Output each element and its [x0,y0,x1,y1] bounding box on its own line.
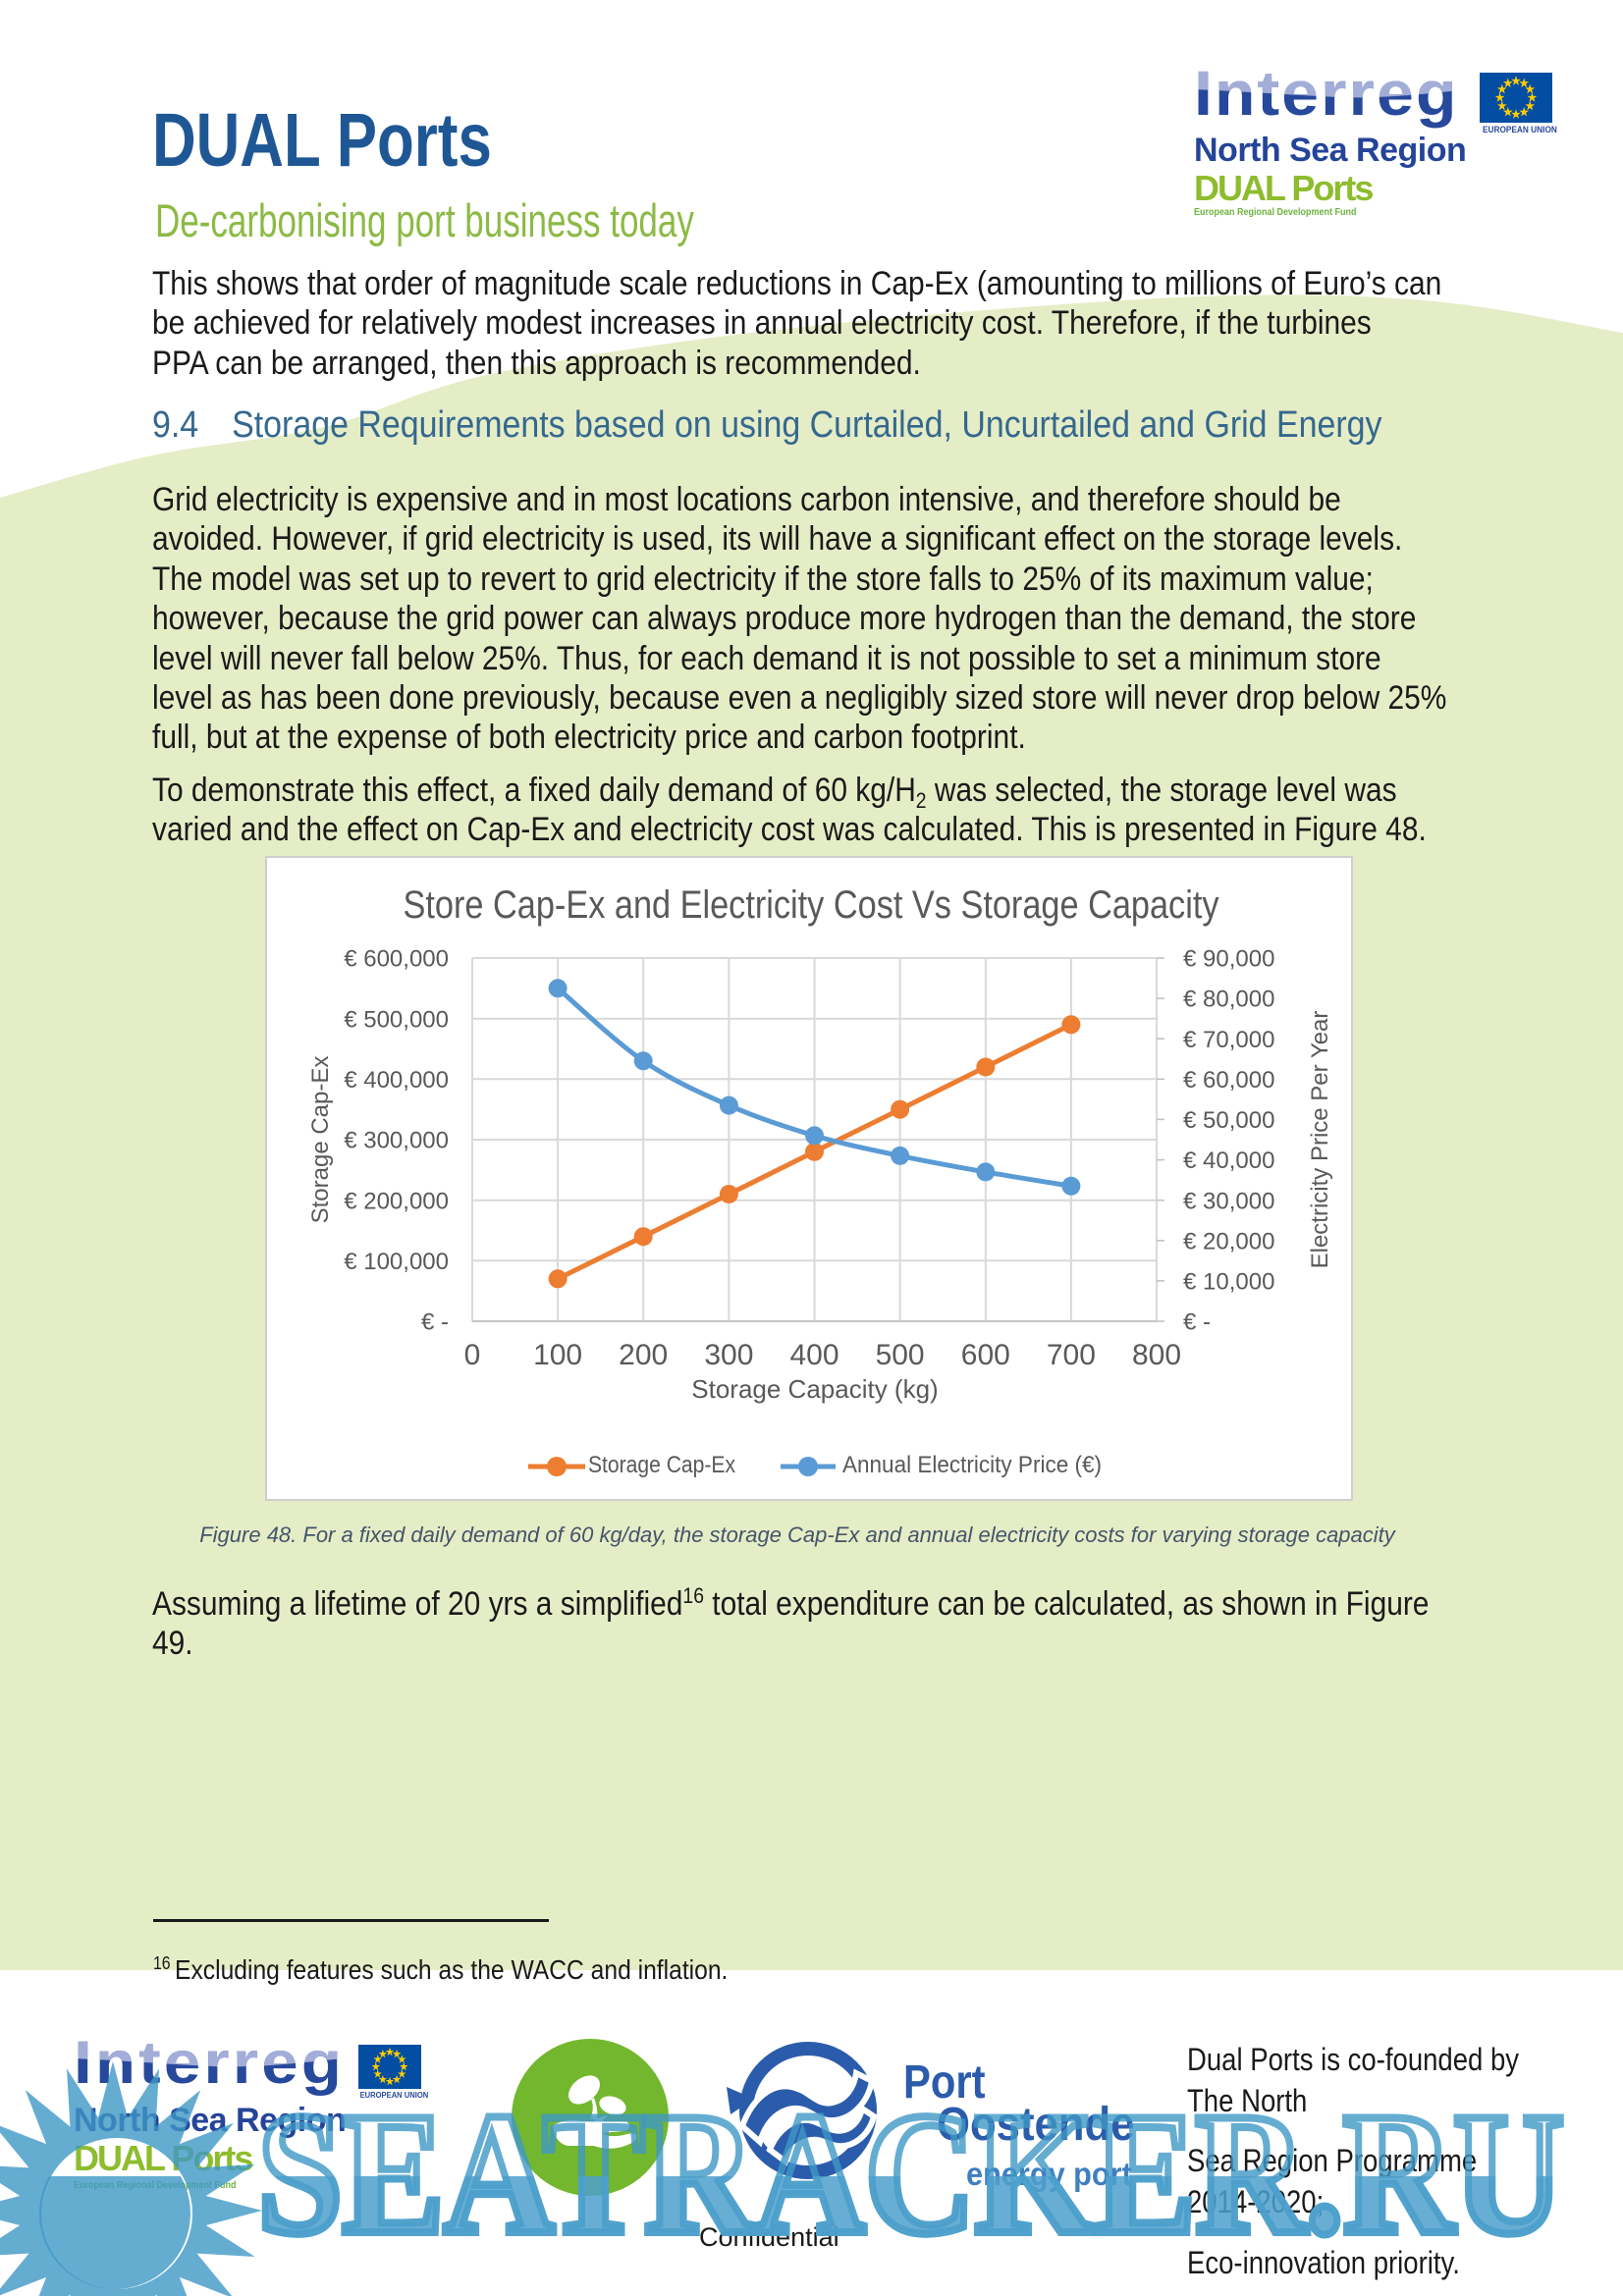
svg-text:€ 40,000: € 40,000 [1183,1148,1274,1174]
svg-text:800: 800 [1132,1339,1181,1371]
svg-text:€ 300,000: € 300,000 [344,1128,449,1154]
svg-text:€ 70,000: € 70,000 [1183,1027,1274,1053]
svg-text:200: 200 [619,1339,668,1371]
svg-text:€ 100,000: € 100,000 [344,1249,449,1275]
svg-text:300: 300 [704,1339,753,1371]
svg-text:Electricity Price Per Year: Electricity Price Per Year [1307,1011,1333,1269]
svg-text:€ -: € - [421,1309,449,1336]
svg-text:600: 600 [961,1339,1010,1371]
svg-text:Interreg: Interreg [1194,63,1459,129]
svg-text:700: 700 [1047,1339,1096,1371]
svg-text:0: 0 [464,1339,481,1371]
svg-text:€ 200,000: € 200,000 [344,1188,449,1214]
svg-text:Annual Electricity Price (€): Annual Electricity Price (€) [842,1452,1102,1478]
svg-text:€ 10,000: € 10,000 [1183,1269,1274,1296]
svg-text:€ 50,000: € 50,000 [1183,1107,1274,1134]
svg-text:€ 400,000: € 400,000 [344,1067,449,1094]
svg-text:€ 60,000: € 60,000 [1183,1067,1274,1094]
svg-text:500: 500 [876,1339,925,1371]
svg-text:Storage Cap-Ex: Storage Cap-Ex [307,1056,334,1224]
svg-text:Storage Cap-Ex: Storage Cap-Ex [588,1452,735,1478]
svg-text:€ 500,000: € 500,000 [344,1006,449,1033]
svg-text:400: 400 [789,1339,839,1371]
svg-text:€ 600,000: € 600,000 [344,946,449,973]
svg-text:100: 100 [533,1339,582,1371]
svg-text:Storage Capacity (kg): Storage Capacity (kg) [691,1374,938,1404]
svg-text:€ 90,000: € 90,000 [1183,946,1274,973]
svg-text:€ 30,000: € 30,000 [1183,1188,1274,1214]
svg-text:€ 80,000: € 80,000 [1183,987,1274,1013]
svg-text:€ -: € - [1183,1309,1211,1336]
svg-text:€ 20,000: € 20,000 [1183,1228,1274,1255]
svg-text:Store Cap-Ex and Electricity C: Store Cap-Ex and Electricity Cost Vs Sto… [404,883,1219,927]
